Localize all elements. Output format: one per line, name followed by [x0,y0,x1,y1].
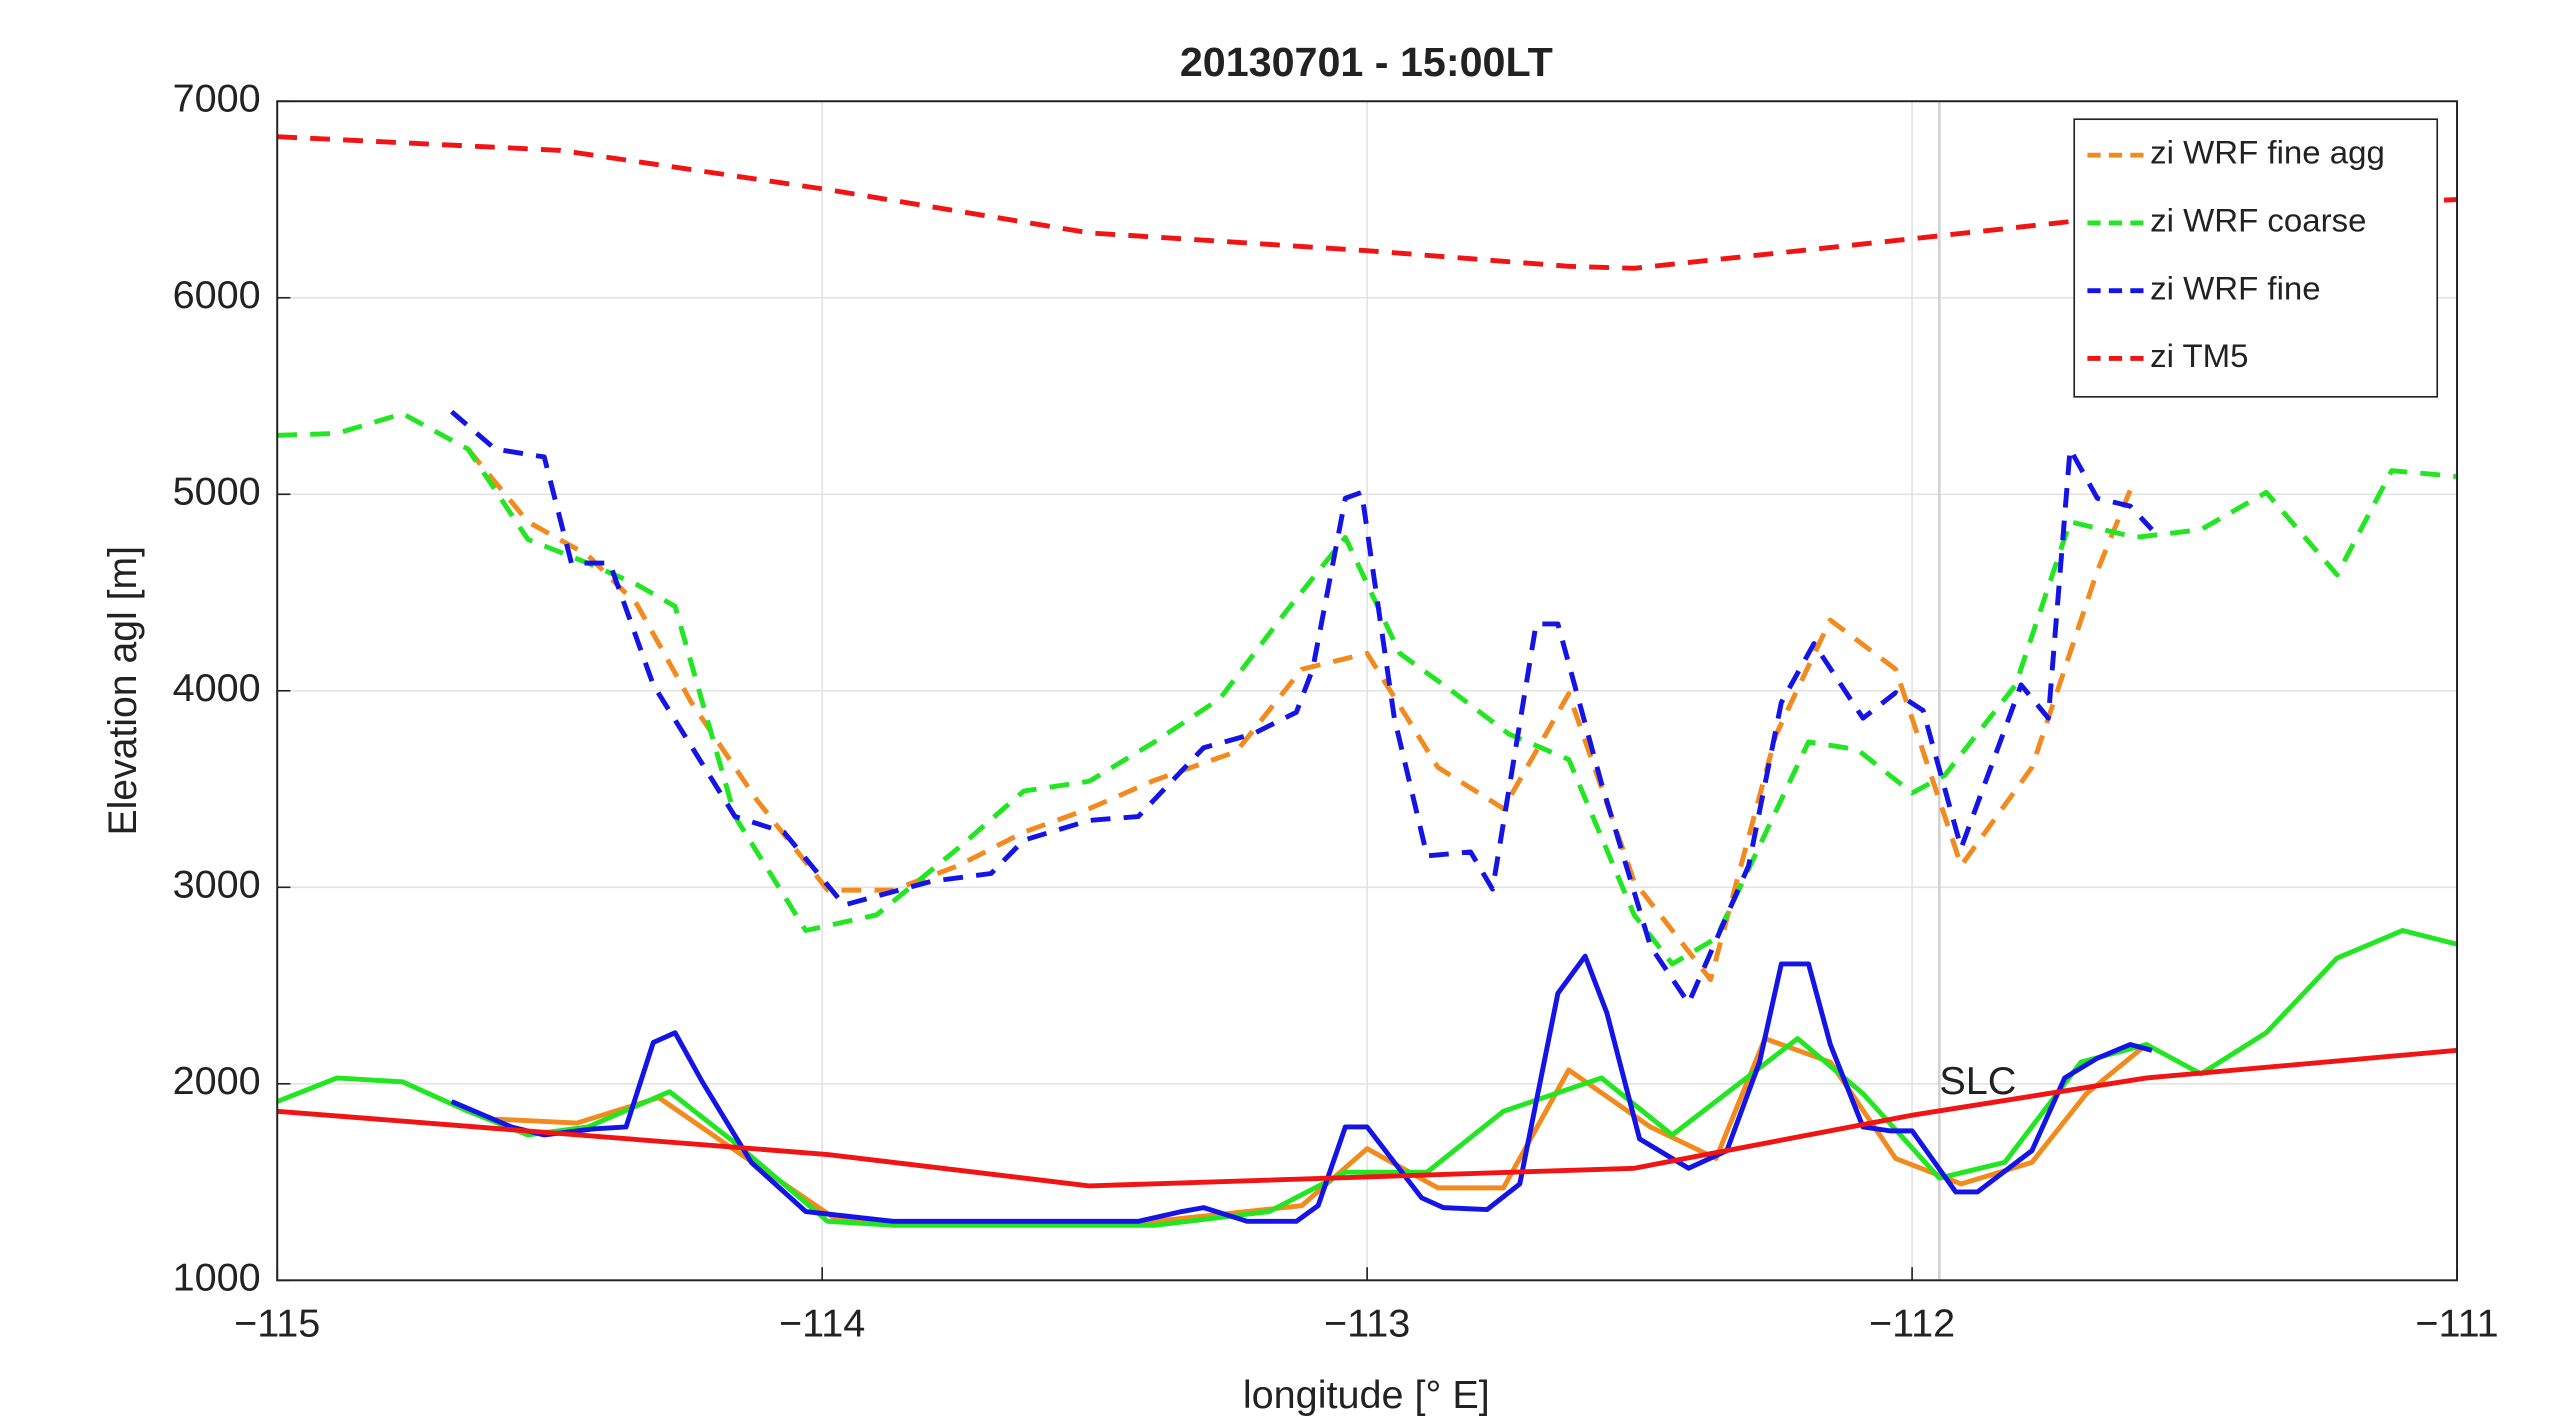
chart-title: 20130701 - 15:00LT [1180,39,1553,85]
y-tick-label: 5000 [173,470,261,514]
x-tick-label: −111 [2415,1302,2498,1346]
annotation: SLC [1939,1059,2016,1103]
dashed-line [277,411,2458,967]
legend-label: zi WRF coarse [2150,202,2366,239]
y-tick-label: 4000 [173,666,261,710]
y-tick-label: 6000 [173,273,261,317]
axes-frame [276,100,2459,1282]
y-axis-label: Elevation agl [m] [101,546,145,836]
x-tick-label: −115 [234,1302,320,1346]
legend-label: zi WRF fine [2150,269,2321,306]
legend-box [2073,118,2439,398]
solid-line [277,1047,2458,1189]
legend-label: zi TM5 [2150,337,2248,374]
y-tick-label: 7000 [173,77,261,121]
dashed-line [450,409,2154,1006]
legend-label: zi WRF fine agg [2150,134,2385,171]
dashed-line [277,134,2458,271]
dashed-line [466,447,2133,983]
legend: zi WRF fine agg zi WRF coarse zi WRF fine z… [2073,118,2439,398]
x-tick-label: −113 [1324,1302,1410,1346]
solid-line [450,953,2153,1224]
x-axis-label: longitude [° E] [1243,1373,1490,1417]
y-tick-label: 3000 [173,863,261,907]
x-tick-label: −112 [1869,1302,1955,1346]
x-tick-label: −114 [779,1302,865,1346]
y-tick-label: 1000 [173,1256,261,1300]
y-tick-label: 2000 [173,1059,261,1103]
